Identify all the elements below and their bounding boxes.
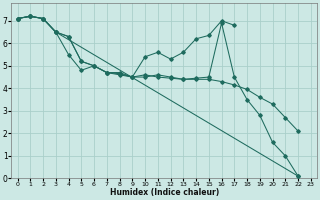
X-axis label: Humidex (Indice chaleur): Humidex (Indice chaleur) — [109, 188, 219, 197]
